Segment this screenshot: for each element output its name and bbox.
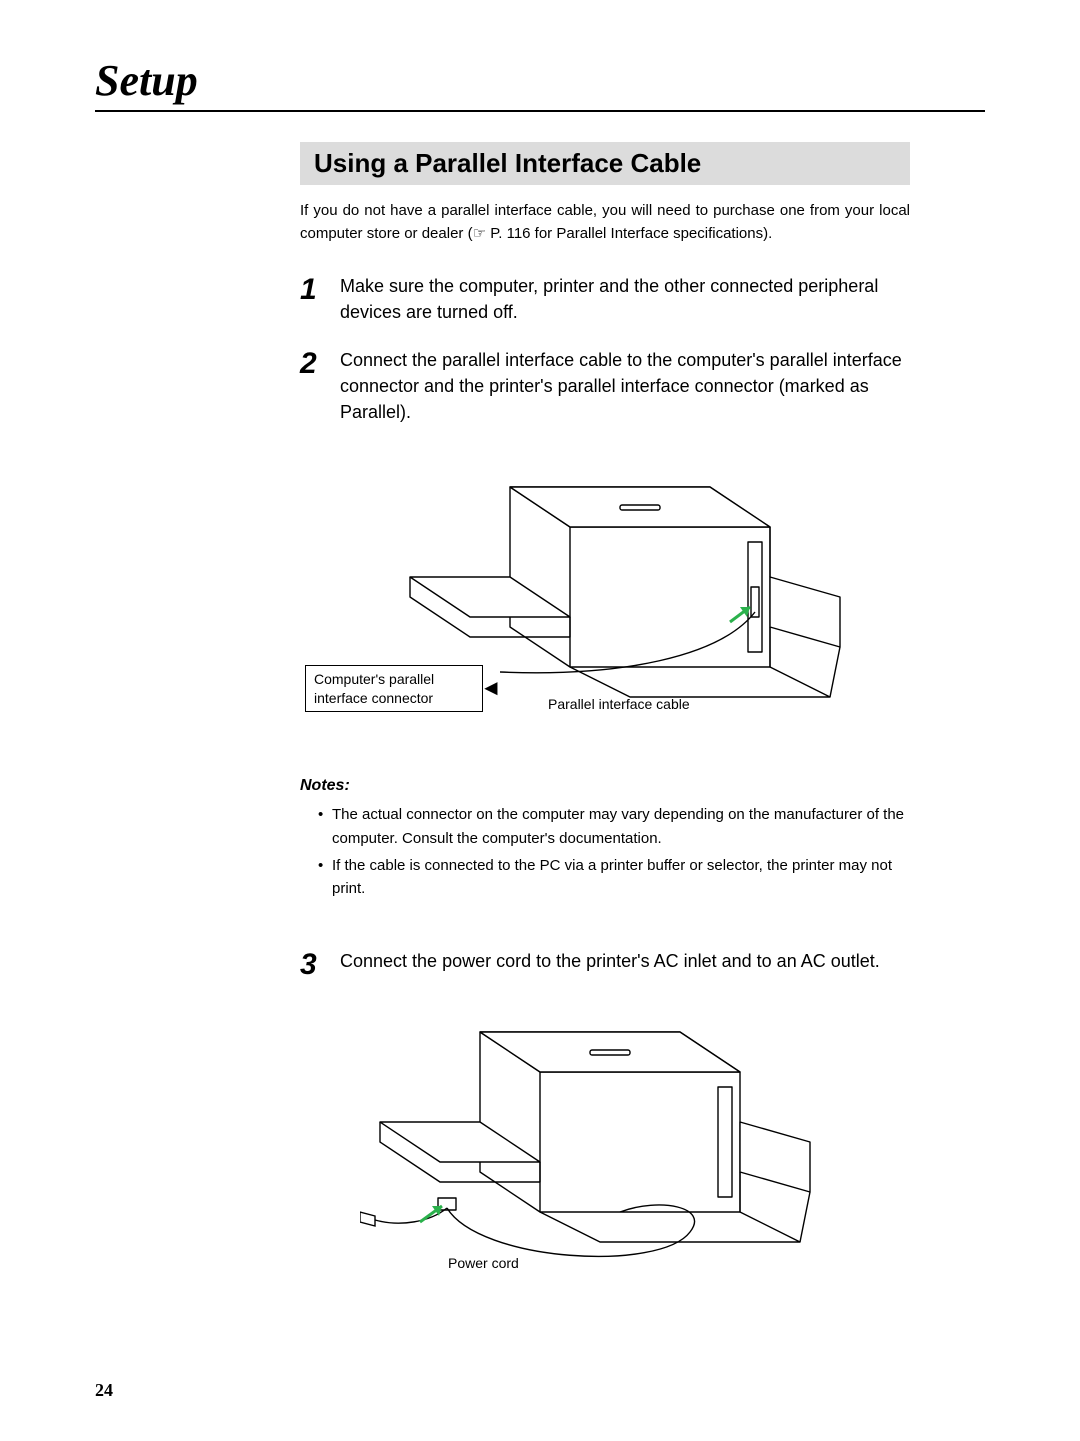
notes-list: The actual connector on the computer may…: [318, 803, 910, 900]
content-column: Using a Parallel Interface Cable If you …: [300, 142, 910, 1302]
step-row: 2 Connect the parallel interface cable t…: [300, 347, 910, 425]
printer-svg-icon: [360, 1002, 820, 1292]
step-text: Make sure the computer, printer and the …: [340, 273, 910, 325]
manual-page: Setup Using a Parallel Interface Cable I…: [0, 0, 1080, 1441]
notes-title: Notes:: [300, 777, 910, 795]
step-number: 3: [300, 948, 340, 980]
notes-item: If the cable is connected to the PC via …: [318, 854, 910, 901]
notes-item: The actual connector on the computer may…: [318, 803, 910, 850]
section-header: Using a Parallel Interface Cable: [300, 142, 910, 185]
step-text: Connect the parallel interface cable to …: [340, 347, 910, 425]
intro-paragraph: If you do not have a parallel interface …: [300, 200, 910, 245]
callout-arrow-icon: ◄: [480, 675, 502, 701]
step-row: 1 Make sure the computer, printer and th…: [300, 273, 910, 325]
printer-illustration: [360, 1002, 820, 1292]
label-power-cord: Power cord: [448, 1254, 548, 1272]
step-row: 3 Connect the power cord to the printer'…: [300, 948, 910, 980]
step-text: Connect the power cord to the printer's …: [340, 948, 880, 980]
step-number: 1: [300, 273, 340, 325]
diagram-parallel-cable: Computer's parallel interface connector …: [300, 447, 910, 747]
step-number: 2: [300, 347, 340, 425]
label-parallel-cable: Parallel interface cable: [548, 695, 698, 713]
page-number: 24: [95, 1380, 113, 1401]
diagram-power-cord: Power cord: [300, 1002, 910, 1302]
title-rule: [95, 110, 985, 112]
callout-computer-connector: Computer's parallel interface connector: [305, 665, 483, 711]
chapter-title: Setup: [95, 55, 985, 106]
notes-block: Notes: The actual connector on the compu…: [300, 777, 910, 900]
